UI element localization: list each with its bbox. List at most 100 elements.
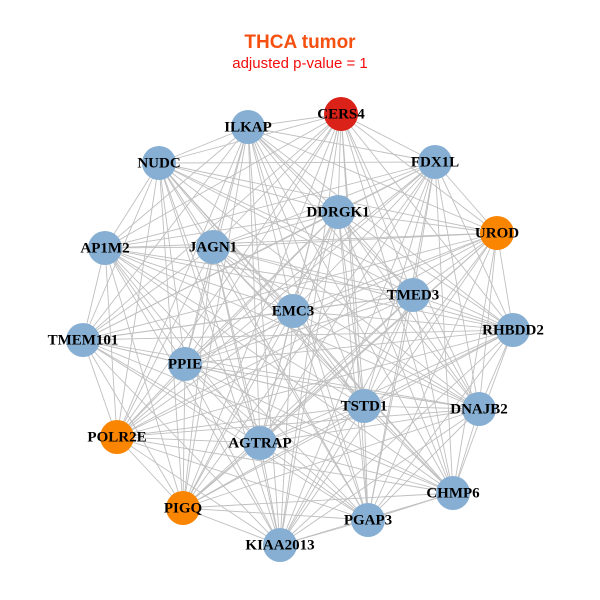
network-edge [184, 363, 454, 494]
node-label: POLR2E [87, 430, 146, 446]
network-edge [259, 405, 365, 444]
network-edge [337, 211, 365, 407]
network-edge [158, 162, 186, 365]
network-edge [104, 247, 454, 494]
network-edge [367, 232, 498, 521]
network-edge [182, 294, 414, 509]
network-node [166, 491, 200, 525]
network-edge [340, 113, 436, 163]
network-edge [367, 161, 436, 521]
network-node [168, 347, 202, 381]
network-edge [182, 507, 281, 546]
network-edge [337, 211, 498, 234]
network-node [351, 503, 385, 537]
network-node [462, 392, 496, 426]
network-node [321, 195, 355, 229]
network-edge [184, 363, 261, 444]
network-edge [104, 247, 294, 312]
network-edge [116, 436, 369, 521]
network-edge [104, 247, 261, 444]
network-edge [116, 436, 261, 444]
network-edge [182, 405, 365, 509]
network-edge [116, 211, 339, 438]
figure-subtitle: adjusted p-value = 1 [232, 55, 368, 72]
network-edge [158, 162, 414, 296]
network-edge [212, 232, 498, 248]
node-label: PIGQ [164, 501, 203, 517]
network-edge [104, 247, 281, 546]
network-edge [116, 162, 160, 438]
network-edge [158, 162, 184, 509]
network-edge [82, 246, 214, 341]
network-edge [158, 162, 365, 407]
network-edge [259, 310, 294, 444]
network-edge [337, 211, 414, 296]
network-edge [247, 126, 261, 444]
network-edge [116, 408, 480, 438]
network-edge [182, 408, 480, 509]
network-edge [363, 232, 498, 407]
network-edge [367, 329, 514, 521]
network-edge [337, 211, 369, 521]
network-edge [259, 442, 281, 546]
node-label: EMC3 [272, 304, 315, 320]
network-edge [82, 310, 294, 341]
network-edge [158, 162, 480, 410]
edges-layer [82, 113, 514, 546]
node-label: DDRGK1 [306, 205, 369, 221]
network-node [496, 313, 530, 347]
network-edge [212, 246, 454, 494]
network-edge [182, 492, 454, 509]
network-edge [259, 408, 480, 444]
node-label: TMED3 [387, 288, 440, 304]
network-edge [212, 246, 294, 312]
node-label: FDX1L [411, 155, 459, 171]
network-edge [292, 310, 365, 407]
network-edge [363, 405, 480, 410]
network-edge [340, 113, 414, 296]
network-edge [104, 113, 342, 249]
network-edge [82, 339, 369, 521]
network-edge [158, 162, 261, 444]
network-edge [279, 310, 294, 546]
network-edge [116, 161, 436, 438]
node-label: PGAP3 [344, 513, 392, 529]
network-edge [363, 405, 454, 494]
network-node [480, 216, 514, 250]
network-edge [116, 405, 365, 438]
network-edge [452, 232, 498, 494]
network-node [396, 278, 430, 312]
network-edge [184, 363, 365, 407]
network-node [231, 110, 265, 144]
network-edge [184, 363, 281, 546]
node-label: DNAJB2 [450, 402, 508, 418]
node-label: CHMP6 [426, 486, 480, 502]
network-node [418, 145, 452, 179]
network-edge [212, 246, 514, 331]
network-edge [104, 246, 214, 249]
network-node [243, 426, 277, 460]
node-label: NUDC [137, 156, 180, 172]
node-label: AP1M2 [80, 241, 129, 257]
network-edge [158, 162, 514, 331]
network-edge [340, 113, 454, 494]
network-edge [434, 161, 514, 331]
network-edge [184, 329, 514, 365]
network-edge [279, 211, 339, 546]
network-edge [212, 246, 414, 296]
network-edge [412, 161, 436, 296]
network-edge [184, 161, 436, 365]
node-label: TMEM101 [48, 333, 119, 349]
network-edge [259, 329, 514, 444]
network-edge [247, 126, 498, 234]
network-edge [292, 310, 369, 521]
network-edge [116, 436, 454, 494]
network-edge [247, 126, 294, 312]
network-edge [340, 113, 498, 234]
network-node [324, 97, 358, 131]
network-edge [212, 246, 480, 410]
network-edge [158, 162, 498, 234]
network-node [100, 420, 134, 454]
figure-title: THCA tumor [244, 32, 356, 53]
